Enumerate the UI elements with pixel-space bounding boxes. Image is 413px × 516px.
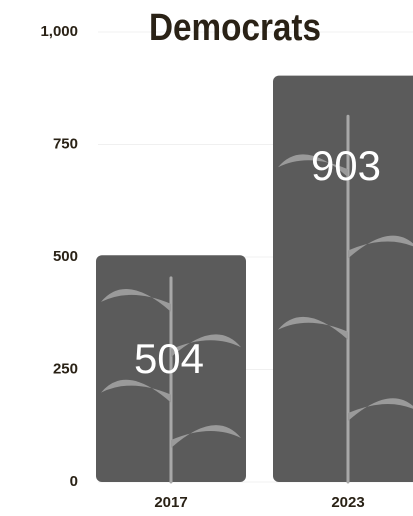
y-tick-label: 0 xyxy=(70,473,78,490)
y-tick-label: 750 xyxy=(53,135,78,152)
value-label: 903 xyxy=(311,142,381,189)
chart-title: Democrats xyxy=(149,7,321,49)
y-tick-label: 1,000 xyxy=(40,23,78,40)
value-label: 504 xyxy=(134,335,204,382)
x-tick-label: 2017 xyxy=(154,494,187,511)
y-tick-label: 500 xyxy=(53,248,78,265)
x-tick-label: 2023 xyxy=(331,494,364,511)
y-tick-label: 250 xyxy=(53,360,78,377)
page: {"chart_data": {"type": "bar", "title": … xyxy=(0,0,413,516)
bar xyxy=(273,76,413,482)
chart: Democrats 0 250 500 750 1,000 2017 504 2023 903 xyxy=(0,0,413,516)
bars xyxy=(96,76,413,482)
